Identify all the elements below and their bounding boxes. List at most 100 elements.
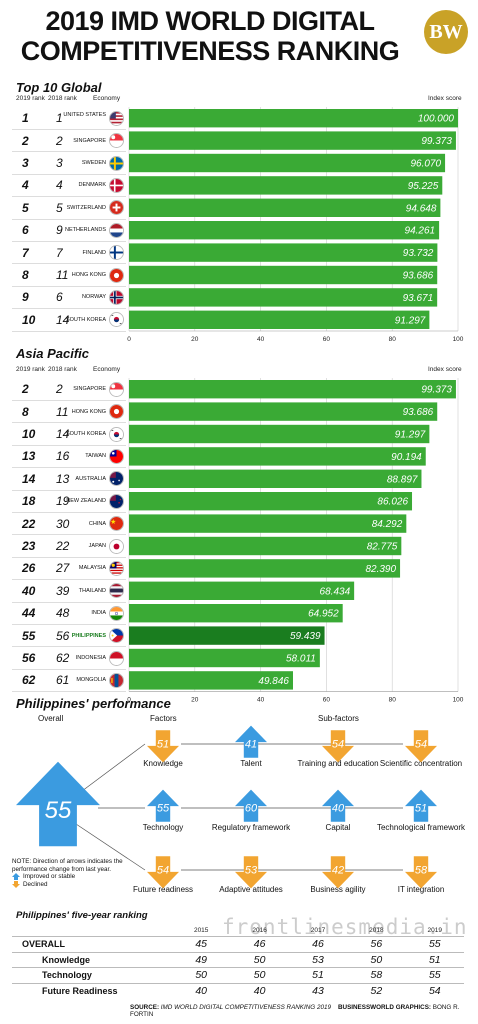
row-divider [12,196,126,198]
rank-2019: 3 [22,156,29,170]
indicator-label: Knowledge [143,759,183,768]
rank-cell: 49 [172,951,231,968]
economy-label: SOUTH KOREA [65,316,106,323]
indicator-label: Training and education [297,759,379,768]
year-header: 2018 [369,926,384,934]
improved-arrow-icon [12,873,20,881]
rank-2018: 2 [56,382,63,397]
row-divider [12,128,126,130]
bar [129,536,402,556]
flag-hk-icon [109,404,124,420]
rank-2018: 27 [56,561,70,576]
legend-declined-label: Declined [23,880,48,888]
graphics-credit: BONG R. FORTIN [130,1004,460,1018]
bar-value-label: 82.390 [365,564,396,575]
rank-cell: 45 [172,936,231,952]
down-arrow-icon [235,856,267,889]
rank-value: 60 [245,803,258,815]
economy-label: NETHERLANDS [65,227,106,234]
bar-value-label: 82.775 [367,542,398,553]
rank-cell: 46 [288,936,348,952]
down-arrow-icon [147,730,179,763]
x-tick-label: 100 [453,336,464,343]
bars-svg: 0 20 40 60 80 100 100.000 99.373 96.070 95.225 94.… [127,107,464,343]
up-arrow-icon [235,789,267,822]
rank-2019: 14 [22,471,36,486]
flag-th-icon [109,583,124,599]
rank-2018: 4 [56,178,63,193]
bar-value-label: 94.261 [405,226,436,237]
rank-cell: 54 [405,982,464,998]
rank-2018: 2 [56,133,63,148]
rank-2018: 39 [56,583,70,598]
flag-fi-icon [109,245,124,261]
rank-2018: 48 [56,606,70,621]
rank-value: 55 [157,803,170,815]
bar [129,581,355,600]
bar-value-label: 86.026 [377,497,408,508]
rank-2018: 9 [56,223,63,238]
rank-cell: 43 [288,982,348,998]
indicator-label: Business agility [310,885,366,894]
rank-2018: 11 [56,268,69,282]
rank-2019: 23 [22,539,36,553]
up-arrow-icon [322,789,354,822]
watermark: frontlinesmedia.in [222,915,468,939]
rank-2018: 3 [56,156,63,170]
rank-2018: 13 [56,471,70,486]
rank-2019: 18 [22,494,36,509]
connector-line [69,819,146,871]
row-label: Knowledge [12,951,172,968]
economy-label: AUSTRALIA [75,475,106,482]
up-arrow-icon [405,789,437,822]
rank-2019: 5 [22,200,29,215]
bar [129,648,320,668]
economy-label: FINLAND [82,249,106,256]
economy-label: NORWAY [81,294,106,301]
row-divider [12,399,126,401]
row-divider [12,511,126,513]
economy-label: SWITZERLAND [66,204,106,211]
legend-declined: Declined [12,881,132,889]
up-arrow-icon [147,789,179,822]
bars-svg: 0 20 40 60 80 100 99.373 93.686 91.297 90.194 88.8… [127,378,464,704]
rank-cell: 40 [172,982,231,998]
flag-au-icon [109,471,124,487]
rank-value: 58 [415,865,428,877]
row-divider [12,668,126,670]
bar [129,221,440,240]
x-tick-label: 40 [257,336,265,343]
x-tick-label: 80 [389,336,397,343]
rank-2019: 56 [22,651,36,665]
economy-label: CHINA [88,520,106,527]
rank-value: 42 [332,865,344,877]
economy-label: TAIWAN [85,453,106,460]
bar [129,469,422,488]
five-year-title: Philippines' five-year ranking [16,910,148,921]
economy-label: NEW ZEALAND [66,498,106,505]
economy-label: SOUTH KOREA [65,431,106,437]
rank-2018: 14 [56,312,70,327]
rank-cell: 51 [288,967,348,983]
economy-label: SWEDEN [81,160,106,166]
x-tick-label: 80 [389,697,397,704]
overall-label: Overall [38,714,64,723]
rank-2019: 40 [22,583,36,598]
bar-value-label: 99.373 [421,136,452,147]
flag-ph-icon [109,628,124,644]
source-line: SOURCE: IMD WORLD DIGITAL COMPETITIVENES… [130,1004,478,1018]
flag-mn-icon [109,672,124,688]
rank-value: 54 [157,865,169,877]
bar [129,514,407,533]
flag-nl-icon [109,222,124,238]
rank-value: 40 [332,803,345,815]
header-2019-rank: 2019 rank [16,366,45,373]
x-tick-label: 60 [323,697,331,704]
header-2018-rank: 2018 rank [48,366,77,373]
row-divider [12,173,126,175]
bar-value-label: 68.434 [320,586,351,597]
rank-2019: 2 [22,382,29,397]
rank-2018: 30 [56,516,70,531]
rank-cell: 52 [347,982,406,998]
header-index-score: Index score [428,95,462,102]
